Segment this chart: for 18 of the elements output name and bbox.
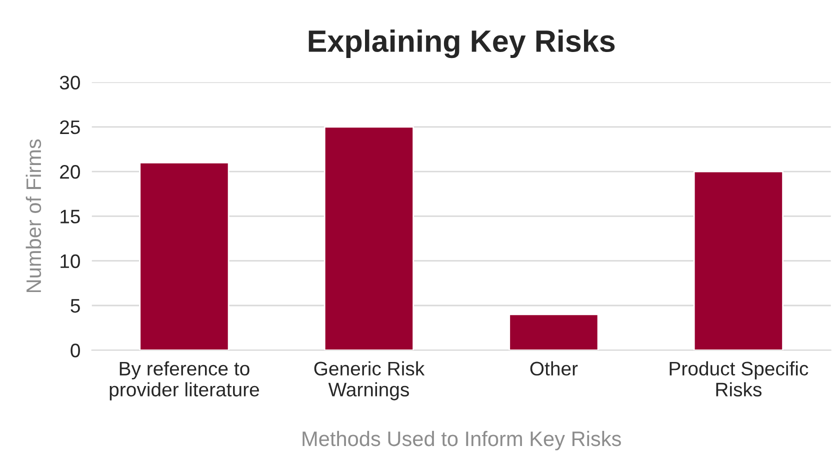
x-tick-label: Other [530,361,578,376]
y-tick-label: 15 [60,210,80,224]
bar [324,126,414,350]
y-tick-label: 10 [60,254,80,268]
bar [693,170,784,350]
x-tick-label: Product Specific Risks [670,361,808,396]
y-tick-label: 0 [70,344,80,358]
y-tick-label: 5 [70,299,80,313]
chart-title: Explaining Key Risks [308,30,615,58]
y-tick-label: 30 [60,76,80,90]
x-tick-label: Generic Risk Warnings [314,361,425,400]
y-tick-label: 25 [60,120,80,134]
x-tick-label: By reference to provider literature [110,361,260,400]
y-tick-label: 20 [60,165,80,179]
x-axis-title: Methods Used to Inform Key Risks [302,430,621,450]
bar [508,314,599,350]
y-axis-title: Number of Firms [26,139,42,292]
bar [139,162,230,350]
